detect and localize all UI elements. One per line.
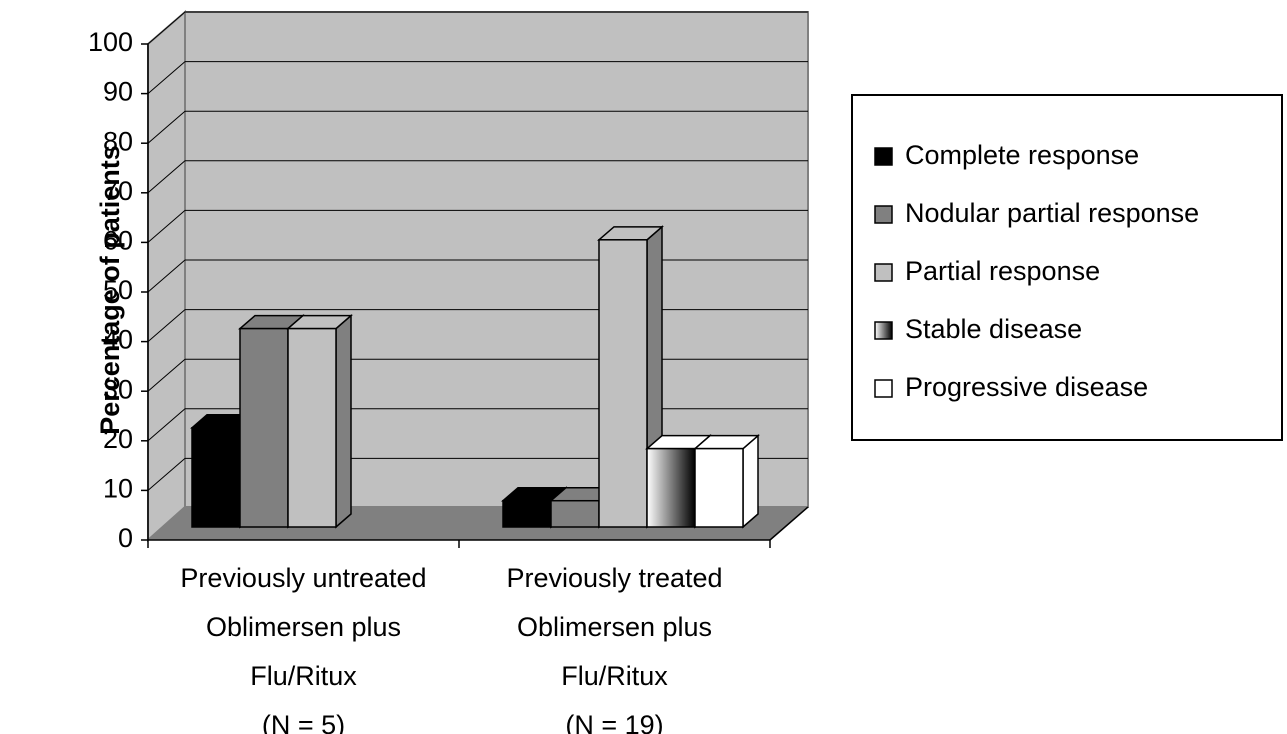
bar-front — [502, 499, 552, 528]
legend-label: Partial response — [905, 256, 1100, 286]
bar-front — [287, 327, 337, 528]
y-tick-label: 70 — [103, 176, 133, 206]
y-tick-label: 10 — [103, 474, 133, 504]
legend-swatch — [874, 147, 893, 166]
bar-front — [191, 427, 241, 528]
x-tick-label: (N = 19) — [565, 710, 663, 734]
legend-label: Complete response — [905, 140, 1139, 170]
x-tick-label: Oblimersen plus — [206, 612, 401, 642]
x-tick-label: Flu/Ritux — [250, 661, 357, 691]
bar — [285, 313, 354, 529]
legend-swatch — [874, 263, 893, 282]
legend — [851, 94, 1283, 441]
grid-line — [147, 210, 186, 243]
x-tick-label: Previously treated — [506, 563, 722, 593]
grid-line — [147, 358, 186, 392]
x-tick-label: Previously untreated — [180, 563, 426, 593]
grid-line — [147, 408, 186, 442]
y-tick-label: 0 — [118, 523, 133, 553]
bar — [692, 433, 761, 529]
legend-swatch — [874, 321, 893, 340]
bar-front — [239, 327, 289, 528]
y-tick-label: 40 — [103, 325, 133, 355]
y-axis-title: Percentage of patients — [95, 145, 125, 435]
bar-front — [646, 447, 696, 528]
y-tick-label: 80 — [103, 126, 133, 156]
x-tick-label: (N = 5) — [262, 710, 345, 734]
bar-side — [335, 313, 352, 529]
bar-front — [694, 447, 744, 528]
grid-line — [147, 309, 186, 342]
bar-front — [598, 239, 648, 528]
grid-line — [147, 11, 186, 45]
legend-label: Progressive disease — [905, 372, 1148, 402]
floor-edge — [769, 506, 809, 541]
bar-side — [742, 433, 759, 529]
grid-line — [147, 259, 186, 293]
grid-line — [147, 458, 186, 491]
legend-label: Nodular partial response — [905, 198, 1199, 228]
grid-line — [147, 160, 186, 194]
y-tick-label: 100 — [88, 27, 133, 57]
y-tick-label: 50 — [103, 275, 133, 305]
grid-line — [147, 61, 186, 94]
y-tick-label: 30 — [103, 374, 133, 404]
bar-front — [550, 499, 600, 528]
y-tick-label: 90 — [103, 77, 133, 107]
legend-label: Stable disease — [905, 314, 1082, 344]
legend-swatch — [874, 205, 893, 224]
y-tick-label: 20 — [103, 424, 133, 454]
x-tick-label: Flu/Ritux — [561, 661, 668, 691]
x-tick-label: Oblimersen plus — [517, 612, 712, 642]
legend-swatch — [874, 379, 893, 398]
grid-line — [147, 110, 186, 144]
y-tick-label: 60 — [103, 226, 133, 256]
